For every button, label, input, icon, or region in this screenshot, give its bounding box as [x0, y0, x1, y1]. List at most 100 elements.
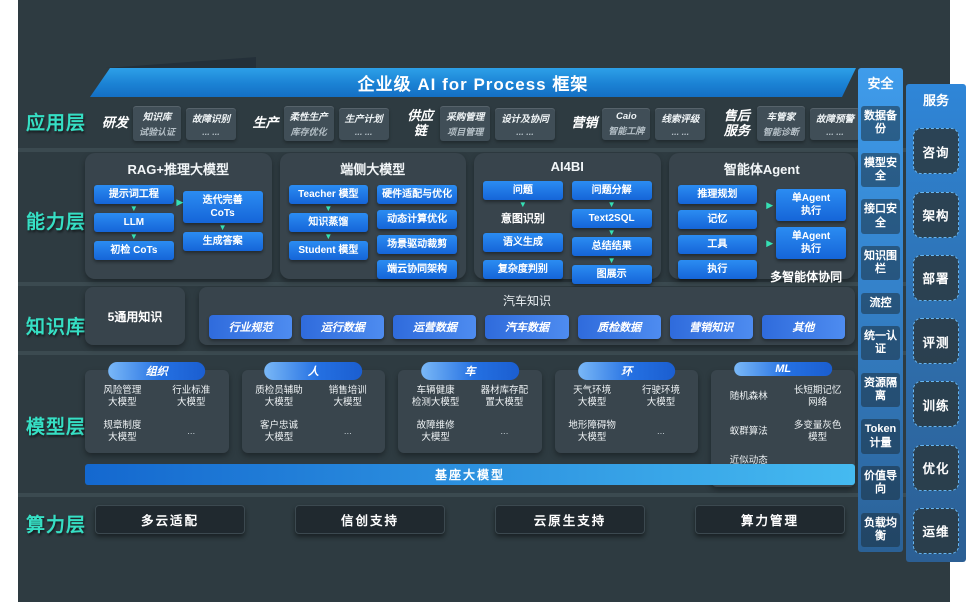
step-node: 语义生成: [483, 233, 563, 252]
knowledge-pill: 运营数据: [393, 315, 477, 339]
box-title: AI4BI: [550, 159, 584, 174]
step-text: 意图识别: [500, 213, 545, 225]
model-item: 风险管理 大模型: [103, 385, 142, 408]
app-chip: 生产计划 ... ...: [338, 107, 389, 140]
app-chip: 故障预警 ... ...: [809, 107, 860, 140]
model-item: 天气环境 大模型: [573, 385, 612, 408]
step-node: Teacher 模型: [288, 185, 369, 204]
model-item: 长短期记忆 网络: [793, 385, 842, 408]
model-item: 多变量灰色 模型: [793, 419, 842, 443]
knowledge-pill: 营销知识: [669, 315, 753, 339]
app-chip: Caio 智能工牌: [602, 107, 651, 140]
app-chip-line: 智能诊断: [762, 127, 799, 137]
service-header: 服务: [922, 93, 949, 108]
layer-label-model: 模型层: [25, 417, 86, 438]
feature-node: 场景驱动裁剪: [377, 235, 457, 254]
service-item: 训练: [913, 381, 959, 428]
app-chip: 线索评级 ... ...: [655, 107, 706, 140]
model-group-box: 车辆健康 检测大模型 器材库存配 置大模型 故障维修 大模型 ...: [398, 370, 542, 453]
app-group-label: 售后服务: [723, 108, 750, 138]
app-chip-line: 线索评级: [661, 113, 700, 125]
app-chip: 设计及协同 ... ...: [495, 107, 555, 140]
model-group-pill: 车: [421, 362, 519, 380]
arrow-down-icon: ▼: [607, 228, 616, 237]
model-group-box: 质检员辅助 大模型 销售培训 大模型 客户忠诚 大模型 ...: [241, 370, 386, 453]
model-item: 器材库存配 置大模型: [480, 385, 529, 408]
arrow-right-icon: ▶: [766, 199, 774, 210]
security-item: 模型安全: [861, 152, 900, 188]
rag-reasoning-model-box: RAG+推理大模型 提示词工程 ▼ LLM ▼ 初检 CoTs 迭代完善 CoT…: [85, 153, 272, 279]
arrow-down-icon: ▼: [518, 200, 527, 209]
model-item: 规章制度 大模型: [103, 419, 142, 443]
model-group-organization: 组织 风险管理 大模型 行业标准 大模型 规章制度 大模型 ...: [85, 362, 229, 453]
app-chip-line: 生产计划: [344, 113, 383, 125]
app-chip-line: 车管家: [766, 112, 796, 123]
app-group-after-sales: 售后服务 车管家 智能诊断 故障预警 ... ...: [722, 106, 860, 141]
app-chip-line: 库存优化: [290, 127, 327, 137]
model-group-pill: ML: [734, 362, 832, 376]
model-item: 销售培训 大模型: [328, 385, 367, 408]
arrow-down-icon: ▼: [607, 200, 616, 209]
model-item: 地形障碍物 大模型: [568, 419, 616, 443]
layer-label-compute: 算力层: [25, 515, 86, 536]
service-item: 优化: [913, 444, 959, 491]
model-layer-row: 组织 风险管理 大模型 行业标准 大模型 规章制度 大模型 ... 人 质检员辅…: [85, 362, 855, 488]
step-node: 问题分解: [571, 181, 652, 200]
box-title: 智能体Agent: [723, 162, 800, 177]
model-item-ellipsis: ...: [343, 425, 352, 437]
auto-knowledge-box: 汽车知识 行业规范 运行数据 运营数据 汽车数据 质检数据 营销知识 其他: [199, 287, 855, 345]
app-chip: 柔性生产 库存优化: [283, 106, 334, 141]
app-group-label: 生产: [252, 115, 279, 131]
general-knowledge-box: 5通用知识: [85, 287, 185, 345]
model-group-pill: 环: [577, 362, 676, 380]
compute-item: 信创支持: [295, 505, 445, 534]
arrow-right-icon: ▶: [176, 197, 184, 207]
app-chip-line: 采购管理: [446, 112, 485, 123]
compute-layer-row: 多云适配 信创支持 云原生支持 算力管理: [95, 505, 845, 534]
model-item: 行业标准 大模型: [172, 385, 211, 408]
app-chip-line: 知识库: [142, 112, 172, 123]
app-chip-line: Caio: [616, 110, 637, 122]
step-node: 总结结果: [571, 237, 652, 256]
service-item: 运维: [913, 507, 959, 554]
app-group-marketing: 营销 Caio 智能工牌 线索评级 ... ...: [571, 107, 706, 140]
model-group-pill: 组织: [107, 362, 206, 380]
arrow-down-icon: ▼: [324, 204, 333, 213]
foundation-model-bar: 基座大模型: [85, 464, 855, 485]
feature-node: 端云协同架构: [377, 260, 457, 279]
app-chip-line: ... ...: [202, 126, 220, 137]
agent-exec-node: 单Agent 执行: [776, 189, 846, 221]
knowledge-pill: 行业规范: [209, 315, 293, 339]
agent-component: 执行: [677, 260, 758, 279]
model-item: 客户忠诚 大模型: [259, 419, 298, 443]
app-chip-line: ... ...: [826, 126, 844, 137]
application-layer-row: 研发 知识库 试验认证 故障识别 ... ... 生产 柔性生产 库存优化 生产…: [102, 101, 860, 146]
compute-item: 多云适配: [95, 505, 245, 534]
layer-divider: [18, 351, 950, 355]
step-node: LLM: [94, 213, 174, 232]
arrow-down-icon: ▼: [218, 223, 227, 232]
knowledge-pill: 质检数据: [577, 315, 661, 339]
agent-component: 推理规划: [677, 185, 758, 204]
layer-divider: [18, 282, 950, 286]
model-item: 故障维修 大模型: [416, 419, 455, 443]
step-node: Text2SQL: [571, 209, 652, 228]
security-item: 流控: [861, 292, 900, 314]
app-chip-line: 智能工牌: [608, 125, 645, 136]
feature-node: 动态计算优化: [377, 210, 457, 229]
step-node: 初检 CoTs: [94, 241, 174, 260]
model-item: 质检员辅助 大模型: [255, 385, 303, 408]
model-item-ellipsis: ...: [657, 425, 665, 437]
app-chip-line: 故障预警: [815, 113, 854, 125]
step-node: 问题: [483, 181, 563, 200]
knowledge-pill: 运行数据: [301, 315, 385, 339]
step-node: 复杂度判别: [483, 260, 563, 279]
model-group-vehicle: 车 车辆健康 检测大模型 器材库存配 置大模型 故障维修 大模型 ...: [398, 362, 542, 453]
app-group-supply-chain: 供应链 采购管理 项目管理 设计及协同 ... ...: [405, 106, 555, 141]
security-header: 安全: [867, 76, 894, 91]
step-node: 提示词工程: [94, 185, 174, 204]
step-node: 迭代完善 CoTs: [182, 191, 263, 223]
knowledge-layer-row: 5通用知识 汽车知识 行业规范 运行数据 运营数据 汽车数据 质检数据 营销知识…: [85, 287, 855, 345]
security-item: 资源隔离: [861, 372, 900, 408]
security-item: 负载均衡: [861, 512, 900, 547]
